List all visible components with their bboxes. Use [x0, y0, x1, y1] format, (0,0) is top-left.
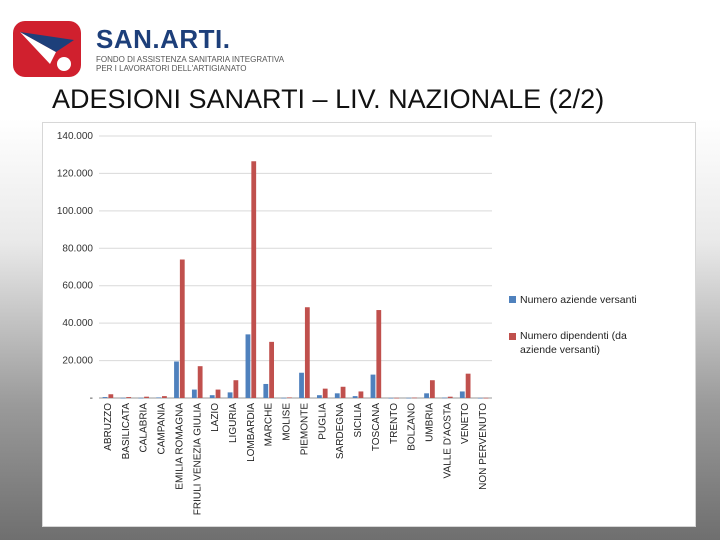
x-tick-label: LAZIO [210, 403, 221, 432]
bar-dipendenti [465, 373, 471, 398]
x-tick-label: TRENTO [389, 403, 400, 444]
x-tick-label: MOLISE [282, 403, 293, 441]
legend-swatch-dipendenti [509, 333, 516, 340]
bar-aziende [406, 397, 412, 399]
bar-aziende [299, 372, 304, 398]
x-tick-label: VALLE D'AOSTA [442, 403, 453, 479]
bar-dipendenti [322, 388, 328, 398]
y-tick-label: 120.000 [57, 168, 94, 179]
y-tick-label: 140.000 [57, 131, 94, 142]
slide-title: ADESIONI SANARTI – LIV. NAZIONALE (2/2) [52, 84, 605, 114]
brand-logo: SAN.ARTI. FONDO DI ASSISTENZA SANITARIA … [12, 18, 332, 80]
bar-dipendenti [162, 396, 167, 398]
x-tick-label: CAMPANIA [157, 403, 168, 455]
x-tick-label: MARCHE [264, 403, 275, 447]
bar-aziende [263, 383, 269, 398]
bar-dipendenti [358, 391, 364, 398]
bar-aziende [477, 397, 483, 399]
x-tick-label: FRIULI VENEZIA GIULIA [192, 403, 203, 516]
x-tick-label: SARDEGNA [335, 403, 346, 459]
legend-swatch-aziende [509, 296, 516, 303]
bar-aziende [352, 396, 358, 398]
y-tick-label: 60.000 [62, 281, 93, 292]
sanarti-logo-icon [13, 21, 81, 77]
bar-aziende [138, 397, 144, 399]
bar-aziende [156, 397, 162, 399]
bar-aziende [281, 397, 287, 399]
x-tick-label: CALABRIA [139, 403, 150, 453]
bar-dipendenti [340, 386, 346, 398]
legend-label-dipendenti-line-2: aziende versanti) [520, 344, 600, 356]
bar-aziende [424, 393, 429, 398]
bar-aziende [316, 395, 322, 398]
bar-dipendenti [394, 397, 400, 399]
chart-container: - 20.000 40.000 60.000 80.000 100.000 120.000 1… [42, 122, 696, 527]
bar-aziende [245, 334, 251, 398]
logo-subtitle: FONDO DI ASSISTENZA SANITARIA INTEGRATIV… [96, 55, 336, 73]
x-tick-label: VENETO [460, 403, 471, 444]
bar-dipendenti [483, 397, 489, 399]
bar-aziende [334, 393, 340, 398]
x-tick-label: BOLZANO [407, 403, 418, 451]
x-tick-label: EMILIA ROMAGNA [174, 403, 185, 490]
x-tick-label: NON PERVENUTO [478, 403, 489, 490]
bar-dipendenti [108, 394, 114, 398]
y-tick-label: 20.000 [62, 356, 93, 367]
bar-aziende [209, 395, 215, 398]
bar-aziende [120, 397, 126, 399]
bar-dipendenti [412, 397, 417, 399]
bar-dipendenti [144, 396, 149, 398]
bar-dipendenti [251, 161, 257, 398]
bar-dipendenti [269, 341, 275, 398]
bar-aziende [191, 389, 197, 398]
x-tick-label: ABRUZZO [103, 403, 114, 451]
bar-dipendenti [233, 380, 239, 398]
x-tick-label: BASILICATA [121, 403, 132, 460]
legend-label-dipendenti-line-1: Numero dipendenti (da [520, 330, 627, 342]
bar-dipendenti [376, 310, 382, 398]
bar-dipendenti [179, 259, 185, 398]
bar-dipendenti [197, 366, 203, 398]
bar-dipendenti [447, 396, 453, 398]
x-tick-label: TOSCANA [371, 403, 382, 451]
bar-aziende [370, 374, 376, 398]
logo-name: SAN.ARTI. [96, 24, 231, 54]
bar-aziende [102, 397, 108, 398]
legend-label-aziende: Numero aziende versanti [520, 294, 637, 306]
bar-aziende [442, 397, 447, 399]
logo-subtitle-line-2: PER I LAVORATORI DELL'ARTIGIANATO [96, 64, 247, 73]
bar-aziende [227, 392, 233, 398]
bar-dipendenti [126, 397, 132, 398]
logo-subtitle-line-1: FONDO DI ASSISTENZA SANITARIA INTEGRATIV… [96, 55, 285, 64]
x-tick-label: PUGLIA [317, 403, 328, 440]
x-tick-label: UMBRIA [424, 403, 435, 442]
x-tick-label: LIGURIA [228, 403, 239, 443]
y-tick-label: 100.000 [57, 206, 94, 217]
x-tick-label: SICILIA [353, 403, 364, 438]
bar-aziende [459, 391, 465, 398]
bar-aziende [174, 361, 179, 398]
x-tick-label: PIEMONTE [299, 403, 310, 456]
bar-dipendenti [429, 380, 435, 398]
x-tick-label: LOMBARDIA [246, 403, 257, 462]
bar-dipendenti [304, 307, 310, 398]
y-tick-label: - [90, 393, 93, 404]
y-tick-label: 80.000 [62, 243, 93, 254]
bar-chart: - 20.000 40.000 60.000 80.000 100.000 120.000 1… [57, 131, 637, 516]
bar-aziende [388, 397, 394, 399]
bar-dipendenti [287, 397, 292, 399]
bar-dipendenti [215, 389, 221, 398]
y-tick-label: 40.000 [62, 318, 93, 329]
